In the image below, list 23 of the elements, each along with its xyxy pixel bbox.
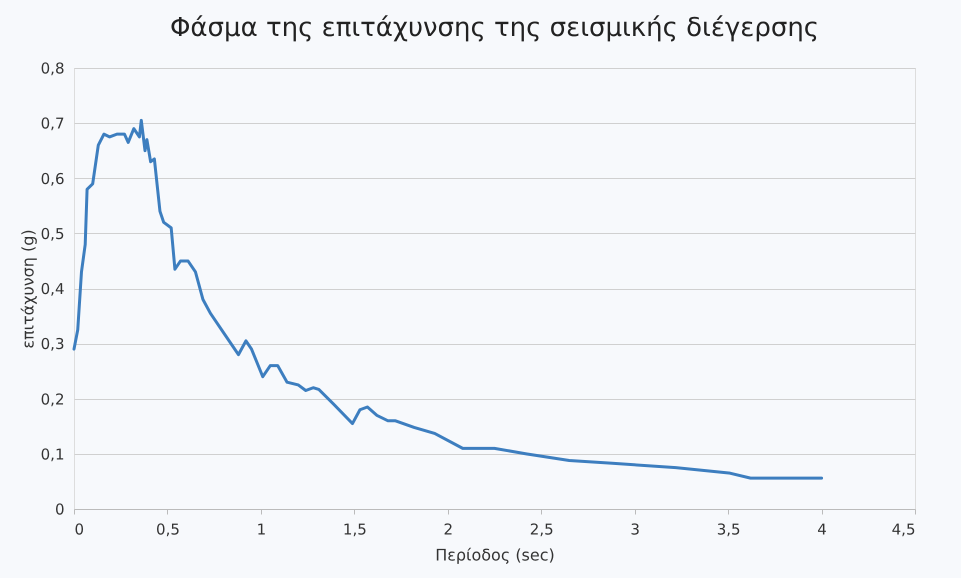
line-series — [72, 118, 824, 480]
y-tick-label: 0,6 — [40, 170, 64, 188]
x-tick-label: 4 — [817, 520, 827, 538]
y-tick-label: 0,5 — [40, 224, 64, 243]
chart-title: Φάσμα της επιτάχυνσης της σεισμικής διέγερσης — [170, 13, 820, 43]
x-axis-title: Περίοδος (sec) — [435, 546, 555, 564]
x-tick-label: 1 — [256, 520, 266, 538]
x-tick-label: 0,5 — [156, 520, 180, 538]
y-axis-title: επιτάχυνση (g) — [18, 229, 38, 349]
y-tick-label: 0 — [54, 500, 64, 518]
y-tick-label: 0,2 — [40, 390, 64, 408]
x-tick-label: 3 — [630, 520, 640, 538]
y-tick-label: 0,7 — [40, 114, 64, 133]
x-tick-label: 3,5 — [716, 520, 741, 538]
x-tick-label: 2,5 — [530, 520, 554, 538]
x-tick-label: 4,5 — [892, 520, 916, 538]
y-tick-label: 0,8 — [40, 60, 64, 78]
x-tick-label: 2 — [444, 520, 454, 538]
y-tick-label: 0,4 — [40, 280, 64, 298]
y-tick-label: 0,3 — [40, 335, 64, 354]
y-tick-label: 0,1 — [40, 445, 64, 464]
x-tick-label: 1,5 — [342, 520, 367, 538]
x-tick-label: 0 — [74, 520, 84, 538]
